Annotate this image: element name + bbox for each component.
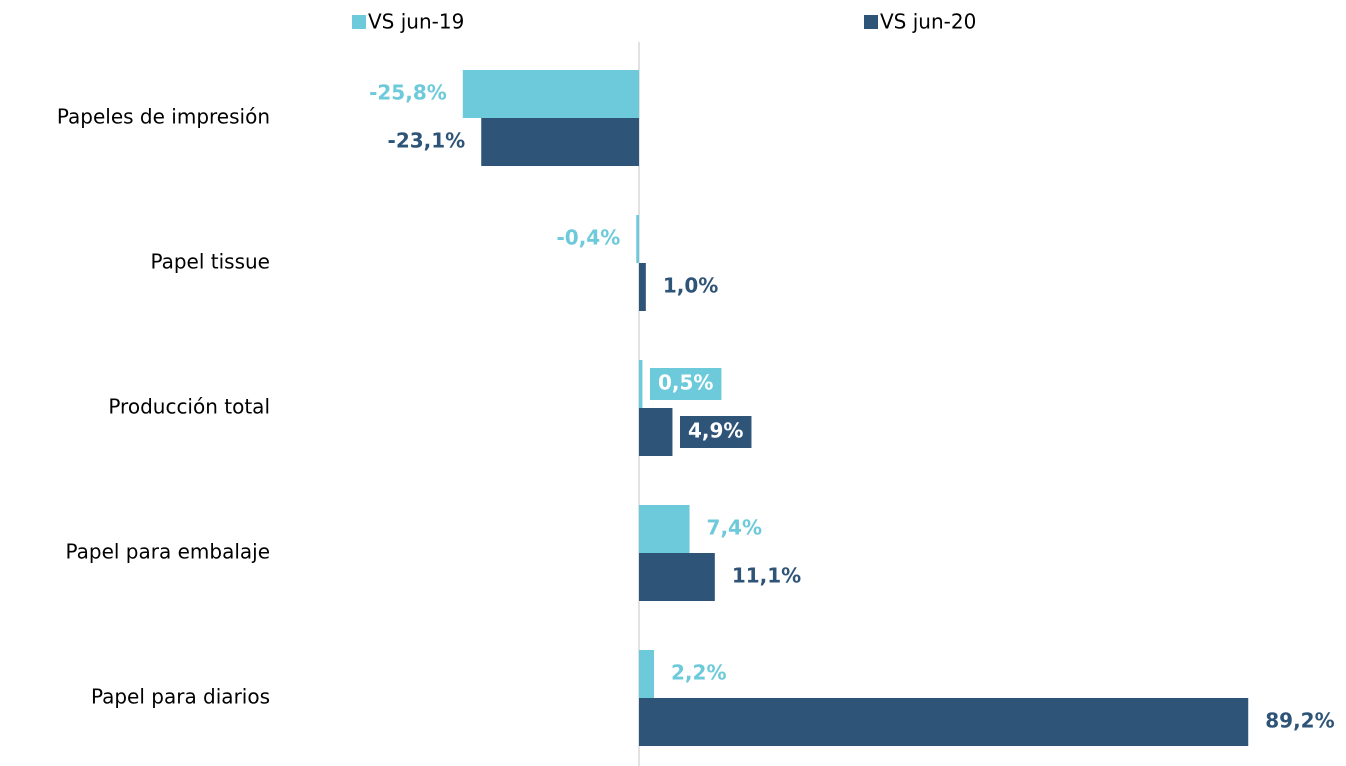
value-label: 89,2% <box>1265 709 1334 733</box>
bar <box>639 698 1249 746</box>
value-label: 7,4% <box>707 516 762 540</box>
bar <box>462 70 639 118</box>
legend-label: VS jun-20 <box>880 10 976 34</box>
bar <box>636 215 639 263</box>
value-label: 1,0% <box>663 274 718 298</box>
value-label: -25,8% <box>369 81 447 105</box>
bar <box>639 505 690 553</box>
bar <box>639 553 715 601</box>
value-label: 11,1% <box>732 564 801 588</box>
legend-label: VS jun-19 <box>368 10 464 34</box>
value-label: 4,9% <box>688 419 743 443</box>
bar <box>639 263 646 311</box>
category-label: Papel tissue <box>150 250 270 274</box>
category-label: Papel para diarios <box>91 685 270 709</box>
value-label-box <box>650 368 722 400</box>
bar <box>481 118 639 166</box>
bar <box>639 360 643 408</box>
legend-swatch <box>352 15 366 29</box>
bar <box>639 408 673 456</box>
value-label: 0,5% <box>658 371 713 395</box>
category-label: Papel para embalaje <box>65 540 270 564</box>
value-label: -23,1% <box>388 129 466 153</box>
value-label: 2,2% <box>671 661 726 685</box>
value-label-box <box>680 416 752 448</box>
value-label: -0,4% <box>556 226 620 250</box>
bar <box>639 650 655 698</box>
legend-swatch <box>864 15 878 29</box>
category-label: Producción total <box>108 395 270 419</box>
category-label: Papeles de impresión <box>57 105 270 129</box>
